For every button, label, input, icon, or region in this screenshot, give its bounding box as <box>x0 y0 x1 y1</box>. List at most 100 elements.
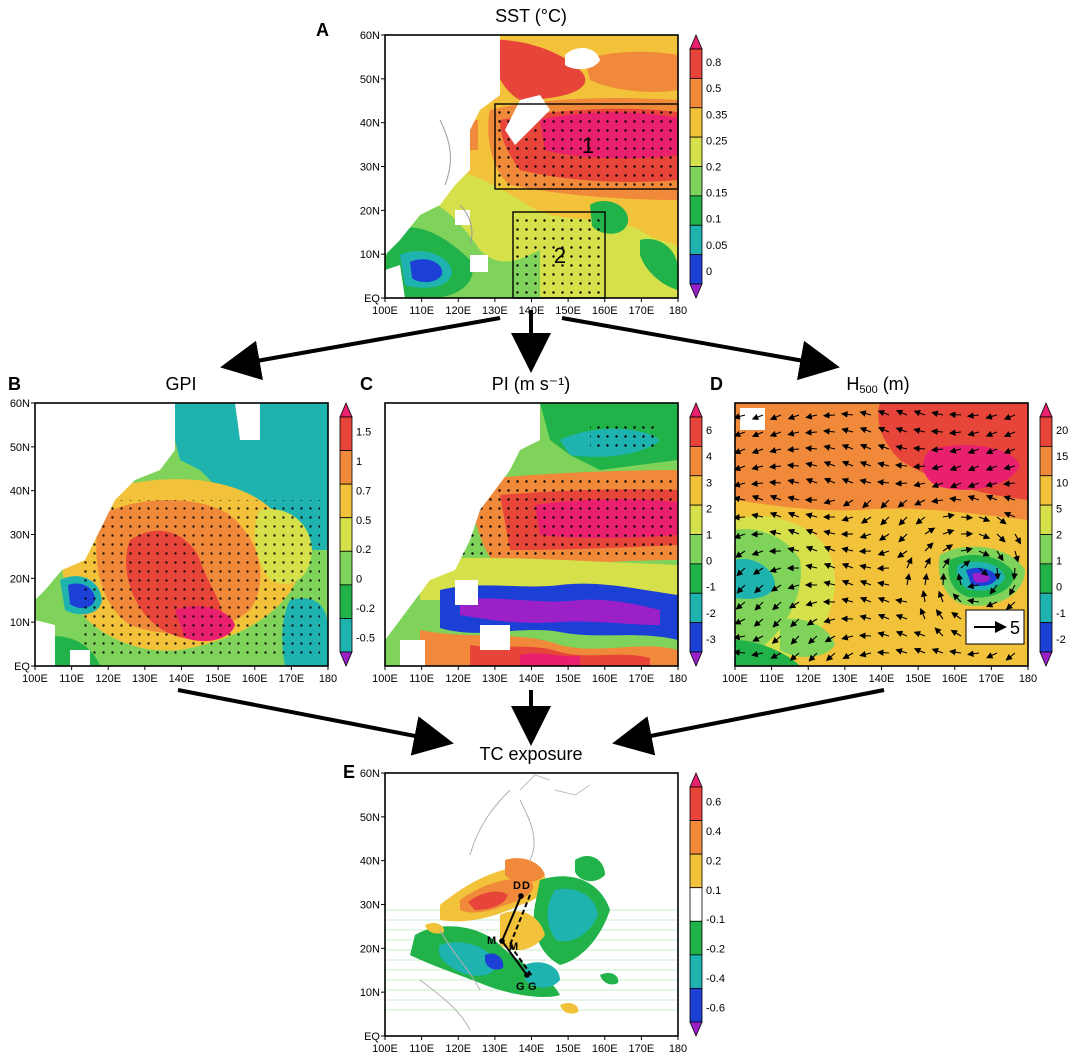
colorbar-bottom-tip <box>689 1021 703 1038</box>
wind-vector <box>754 584 764 594</box>
x-tick-label: 170E <box>629 673 655 685</box>
colorbar-label: -3 <box>706 634 716 646</box>
wind-vector <box>948 411 962 418</box>
colorbar-swatch <box>689 254 703 285</box>
track-label-g1: G <box>516 981 525 993</box>
wind-vector <box>823 562 836 569</box>
panel-a-title: SST (°C) <box>495 6 567 26</box>
wind-vector <box>735 532 746 539</box>
x-tick-label: 100E <box>22 673 48 685</box>
wind-vector <box>859 596 872 603</box>
colorbar-swatch <box>689 534 703 565</box>
y-tick-label: 40N <box>360 856 380 868</box>
panel-e-title: TC exposure <box>479 744 582 764</box>
wind-vector <box>823 545 836 553</box>
wind-vector <box>967 481 980 489</box>
wind-vector <box>934 627 944 637</box>
colorbar-swatch <box>689 504 703 535</box>
colorbar-label: 0.1 <box>706 885 721 897</box>
wind-vector <box>823 498 836 505</box>
colorbar-label: 2 <box>1056 530 1062 542</box>
wind-vector <box>913 427 926 434</box>
x-tick-label: 130E <box>132 673 158 685</box>
wind-vector <box>1005 652 1016 661</box>
wind-vector <box>805 512 818 519</box>
colorbar-label: 4 <box>706 451 712 463</box>
wind-vector <box>805 528 818 535</box>
wind-vector <box>754 601 764 611</box>
colorbar-swatch <box>689 48 703 79</box>
arrow-a-to-b <box>220 316 501 381</box>
colorbar-swatch <box>339 483 353 519</box>
colorbar-label: 0.15 <box>706 188 727 200</box>
wind-vector <box>768 479 782 486</box>
colorbar-swatch <box>689 166 703 197</box>
colorbar-swatch <box>689 77 703 109</box>
colorbar-swatch <box>1039 622 1053 653</box>
wind-vector <box>895 409 908 416</box>
panel-b-y-ticks: EQ 10N 20N 30N 40N 50N 60N <box>10 398 35 673</box>
wind-vector <box>751 431 764 438</box>
y-tick-label: 20N <box>10 573 30 585</box>
wind-vector <box>772 601 782 611</box>
wind-vector <box>1009 584 1016 596</box>
wind-vector <box>877 613 890 620</box>
colorbar-label: -2 <box>706 608 716 620</box>
wind-vector <box>949 464 962 472</box>
wind-vector <box>897 550 908 558</box>
wind-vector <box>996 516 1007 525</box>
colorbar-swatch <box>689 475 703 506</box>
wind-vector <box>806 618 818 626</box>
colorbar-label: -0.2 <box>706 944 725 956</box>
wind-vector <box>978 533 991 540</box>
wind-vector <box>876 564 890 572</box>
wind-vector <box>771 635 782 644</box>
wind-vector <box>823 477 836 484</box>
wind-vector <box>912 445 926 452</box>
wind-vector <box>770 652 782 659</box>
track-label-m2: M <box>509 941 518 953</box>
wind-vector <box>736 567 746 577</box>
x-tick-label: 170E <box>629 1043 655 1055</box>
colorbar-bottom-tip <box>689 283 703 300</box>
colorbar-swatch <box>689 786 703 821</box>
wind-vector <box>913 481 926 488</box>
colorbar-swatch <box>689 224 703 256</box>
wind-vector <box>786 462 800 469</box>
wind-vector <box>859 426 872 434</box>
wind-vector <box>949 482 962 489</box>
wind-vector <box>942 529 955 536</box>
wind-vector <box>735 481 746 488</box>
x-tick-label: 100E <box>372 305 398 317</box>
wind-vector <box>751 512 764 520</box>
wind-vector <box>841 427 854 434</box>
wind-vector <box>876 479 890 486</box>
wind-vector <box>942 557 950 569</box>
wind-vector <box>842 652 854 660</box>
wind-vector <box>770 584 782 592</box>
wind-vector <box>736 584 746 594</box>
colorbar-swatch <box>689 195 703 226</box>
panel-d-map-field <box>735 403 1028 666</box>
wind-vector <box>989 584 998 595</box>
panel-a-map-field <box>385 35 678 298</box>
wind-vector <box>823 617 836 624</box>
wind-vector <box>877 461 890 468</box>
wind-vector <box>1002 480 1016 487</box>
wind-vector <box>880 516 890 526</box>
x-tick-label: 110E <box>409 673 434 685</box>
wind-vector <box>1003 495 1016 502</box>
wind-vector <box>805 600 818 607</box>
wind-vector <box>804 429 818 436</box>
wind-vector <box>842 499 854 507</box>
x-tick-label: 160E <box>592 305 618 317</box>
wind-vector <box>940 572 947 586</box>
wind-vector <box>859 563 872 571</box>
wind-vector <box>751 464 764 471</box>
colorbar-swatch <box>339 584 353 619</box>
panel-e-colorbar: 0.6 0.4 0.2 0.1 -0.1 -0.2 -0.4 -0.6 <box>689 771 725 1038</box>
y-tick-label: 20N <box>360 205 380 217</box>
panel-c-pi: C PI (m s⁻¹) 100E 110E 120E 130E 140E 150E 160… <box>360 374 716 685</box>
y-tick-label: 40N <box>360 118 380 130</box>
y-tick-label: 10N <box>360 249 380 261</box>
